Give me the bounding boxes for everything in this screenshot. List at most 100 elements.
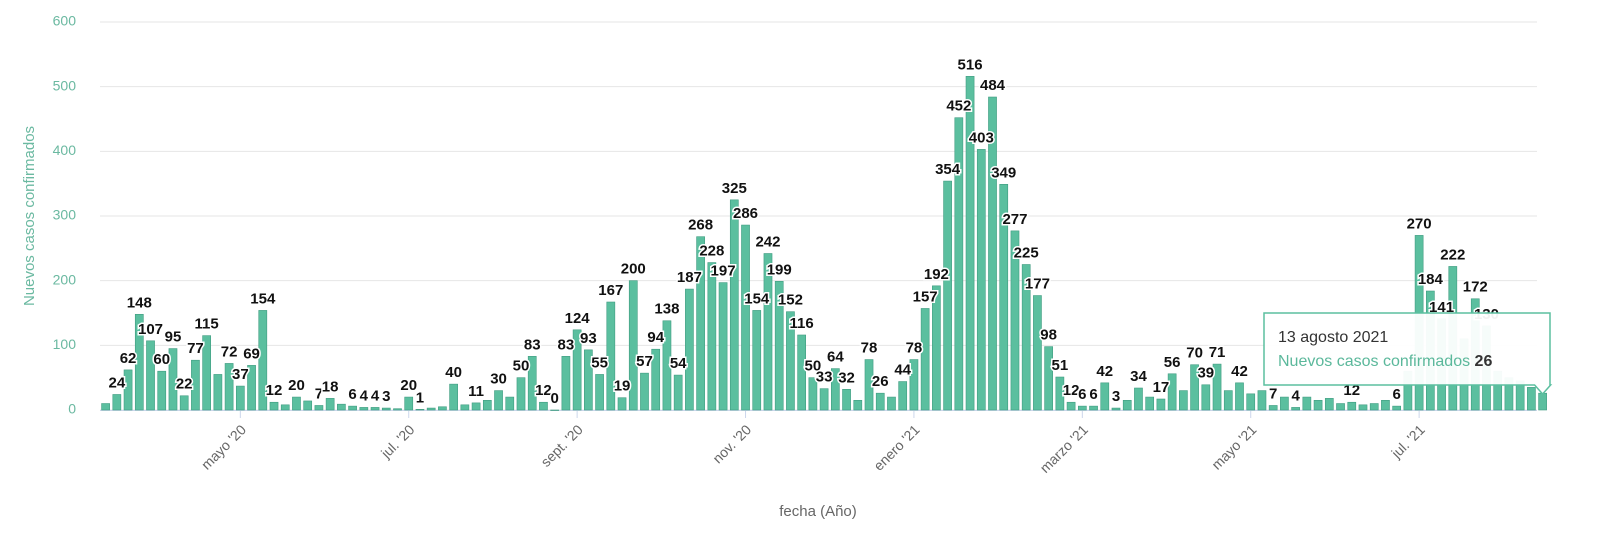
bar [752,310,762,411]
data-label: 50 [805,358,822,375]
bar [1538,392,1547,411]
bar [976,149,986,411]
data-label: 225 [1014,244,1039,261]
bar [325,398,335,411]
y-tick-label: 0 [68,401,76,417]
bar [123,369,133,411]
tooltip: 13 agosto 2021 Nuevos casos confirmados 2… [1263,312,1553,396]
bar [999,184,1009,411]
data-label: 72 [221,343,238,360]
bar [269,401,279,411]
data-label: 19 [614,378,631,395]
data-label: 54 [670,355,687,372]
data-label: 3 [1112,388,1120,405]
bar [808,377,818,411]
bar [1111,407,1121,411]
data-label: 192 [924,266,949,283]
data-label: 222 [1440,246,1465,263]
data-label: 116 [790,315,814,332]
bar [280,404,290,411]
data-label: 11 [468,383,484,400]
tooltip-box [1263,312,1553,396]
x-tick-label: enero '21 [870,421,922,473]
data-label: 70 [1186,345,1203,362]
bar [1021,264,1031,411]
bar [1066,401,1076,411]
data-label: 148 [127,294,152,311]
bar [651,348,661,411]
bar [1369,403,1379,411]
data-label: 83 [558,336,575,353]
bar [1268,405,1278,411]
data-label: 26 [872,373,889,390]
bar [337,403,346,411]
bar [1212,363,1222,411]
bar [572,329,582,411]
y-tick-label: 200 [53,271,77,287]
data-label: 172 [1463,279,1488,296]
data-label: 242 [755,233,780,250]
data-label: 152 [778,292,803,309]
data-label: 78 [906,340,923,357]
bar [1291,407,1300,411]
data-label: 18 [322,378,339,395]
data-label: 4 [360,387,369,404]
data-label: 78 [861,340,878,357]
bar [482,399,492,411]
bar [1246,393,1256,411]
bar [932,285,941,411]
bar [830,368,840,411]
data-label: 187 [677,269,702,286]
data-label: 34 [1130,368,1147,385]
data-label: 37 [232,366,249,383]
data-label: 3 [382,388,390,405]
bar [258,310,268,411]
bar [774,281,784,411]
data-label: 4 [1291,387,1300,404]
bar [516,377,526,411]
tooltip-value: 26 [1475,353,1493,370]
data-label: 107 [138,321,163,338]
bar [797,334,807,411]
bar [438,406,447,411]
bar [1358,404,1368,411]
bar [539,401,548,411]
bar [1190,364,1199,411]
data-label: 20 [288,377,305,394]
bar [954,117,964,411]
data-label: 64 [827,349,844,366]
bar [718,282,728,411]
data-label: 50 [513,358,530,375]
bar [920,308,930,411]
y-tick-label: 100 [53,336,77,352]
bar [909,359,919,411]
bar [763,253,773,411]
data-label: 516 [958,56,983,73]
data-label: 325 [722,180,747,197]
bar [292,396,301,411]
data-label: 154 [250,290,276,307]
bar [707,262,717,411]
data-label: 94 [647,329,664,346]
data-label: 33 [816,369,833,386]
y-tick-label: 500 [53,77,77,93]
bar [875,392,885,411]
tooltip-series-name: Nuevos casos confirmados [1278,353,1470,370]
data-label: 55 [591,354,608,371]
bar [235,385,245,411]
bar [1077,405,1087,411]
bar [1055,376,1065,411]
data-label: 452 [946,98,971,115]
bar [550,409,560,411]
bar [1324,398,1334,411]
bar [943,180,952,411]
data-label: 6 [1392,386,1400,403]
x-tick-label: sept. '20 [537,421,586,470]
data-label: 154 [744,290,770,307]
data-label: 115 [195,316,219,333]
data-label: 98 [1040,327,1057,344]
bar [595,374,604,411]
bar [864,359,874,411]
y-tick-label: 600 [53,13,77,29]
